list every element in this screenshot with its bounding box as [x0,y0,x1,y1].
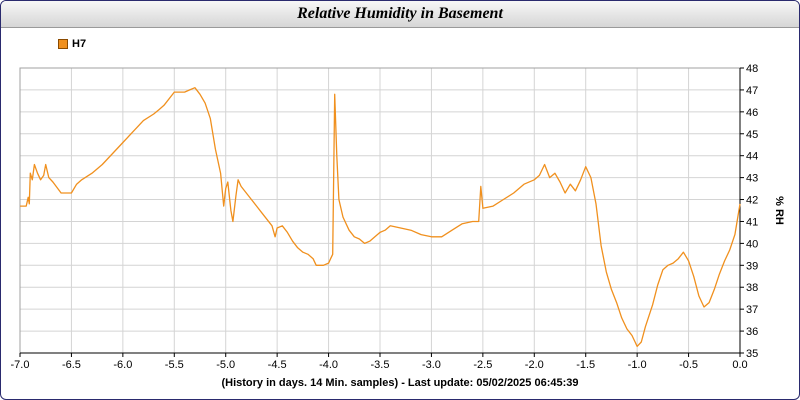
y-tick-label: 35 [746,348,758,360]
x-tick-label: -3.5 [371,359,390,371]
y-tick-label: 37 [746,304,758,316]
series-line-h7 [20,87,741,348]
x-tick-label: -4.5 [268,359,287,371]
y-tick-label: 39 [746,260,758,272]
x-tick-label: 0.0 [732,359,747,371]
legend-swatch [58,39,68,49]
x-tick-label: -3.0 [422,359,441,371]
y-tick-label: 42 [746,195,758,207]
y-tick-label: 38 [746,282,758,294]
x-tick-label: -7.0 [11,359,30,371]
x-tick-label: -2.5 [473,359,492,371]
legend-label: H7 [72,38,87,50]
y-tick-label: 47 [746,85,758,97]
x-tick-label: -2.0 [525,359,544,371]
legend: H7 [58,38,86,50]
y-tick-label: 44 [746,151,758,163]
title-bar: Relative Humidity in Basement [1,1,799,28]
x-tick-label: -4.0 [319,359,338,371]
y-axis-label: % RH [773,196,785,225]
x-tick-label: -5.0 [216,359,235,371]
x-tick-label: -1.0 [628,359,647,371]
x-tick-label: -0.5 [679,359,698,371]
x-tick-label: -1.5 [576,359,595,371]
y-tick-label: 45 [746,129,758,141]
chart-title: Relative Humidity in Basement [297,5,503,22]
y-tick-label: 36 [746,326,758,338]
y-tick-label: 48 [746,63,758,75]
y-tick-label: 43 [746,173,758,185]
x-tick-label: -6.0 [113,359,132,371]
y-tick-label: 40 [746,238,758,250]
x-tick-label: -6.5 [62,359,81,371]
y-tick-label: 41 [746,216,758,228]
x-axis-label: (History in days. 14 Min. samples) - Las… [221,377,578,389]
x-tick-label: -5.5 [165,359,184,371]
y-tick-label: 46 [746,107,758,119]
